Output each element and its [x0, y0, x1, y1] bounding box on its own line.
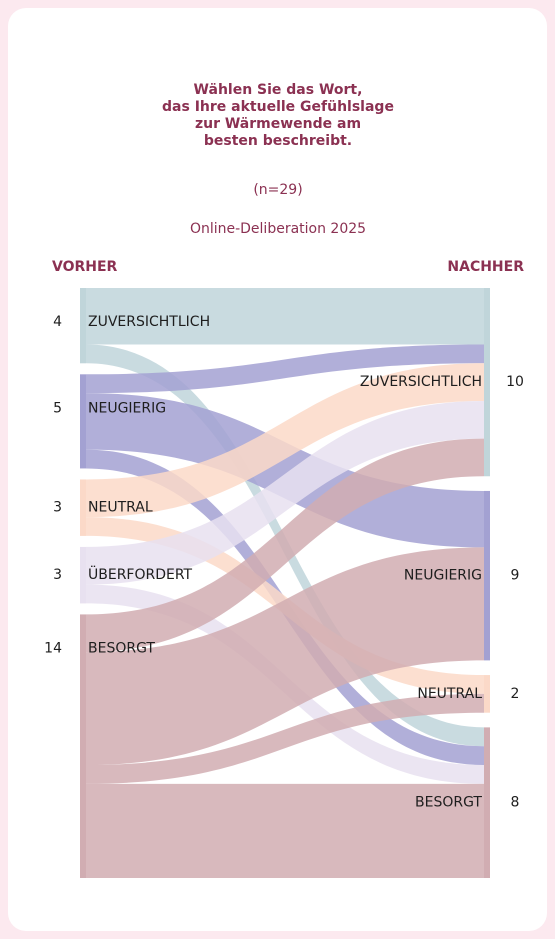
flow — [86, 344, 484, 394]
node-label: BESORGT — [415, 795, 482, 811]
chart-title: das Ihre aktuelle Gefühlslage — [162, 99, 394, 115]
node-value: 10 — [506, 374, 524, 390]
node — [484, 490, 490, 661]
node — [484, 675, 490, 713]
flow — [86, 547, 484, 766]
subtitle: (n=29) — [253, 182, 302, 198]
node-value: 8 — [511, 795, 520, 811]
node-label: NEUGIERIG — [404, 568, 482, 584]
node — [80, 546, 86, 604]
chart-title: zur Wärmewende am — [195, 116, 361, 132]
caption: Online-Deliberation 2025 — [190, 221, 366, 237]
node-value: 14 — [44, 640, 62, 656]
node-value: 3 — [53, 500, 62, 516]
node-value: 4 — [53, 314, 62, 330]
right-label: NACHHER — [447, 259, 524, 275]
node — [80, 374, 86, 469]
flow — [86, 363, 484, 518]
flow — [86, 438, 484, 653]
flow — [86, 693, 484, 784]
left-label: VORHER — [52, 259, 118, 275]
node-label: ZUVERSICHTLICH — [88, 314, 210, 330]
node-label: NEUTRAL — [417, 686, 482, 702]
node-label: ZUVERSICHTLICH — [360, 374, 482, 390]
node — [484, 288, 490, 477]
node — [80, 479, 86, 536]
node-label: BESORGT — [88, 640, 155, 656]
flow — [86, 783, 484, 878]
node — [80, 614, 86, 878]
chart-title: besten beschreibt. — [204, 133, 352, 149]
node-value: 2 — [511, 686, 520, 702]
flow — [86, 288, 484, 345]
node-label: NEUGIERIG — [88, 400, 166, 416]
flow — [86, 400, 484, 585]
flow — [86, 393, 484, 548]
node-value: 3 — [53, 567, 62, 583]
node-value: 9 — [511, 568, 520, 584]
chart-title: Wählen Sie das Wort, — [194, 82, 363, 98]
node-value: 5 — [53, 400, 62, 416]
node-label: NEUTRAL — [88, 500, 153, 516]
node-label: ÜBERFORDERT — [88, 565, 193, 583]
node — [484, 727, 490, 878]
node — [80, 288, 86, 364]
